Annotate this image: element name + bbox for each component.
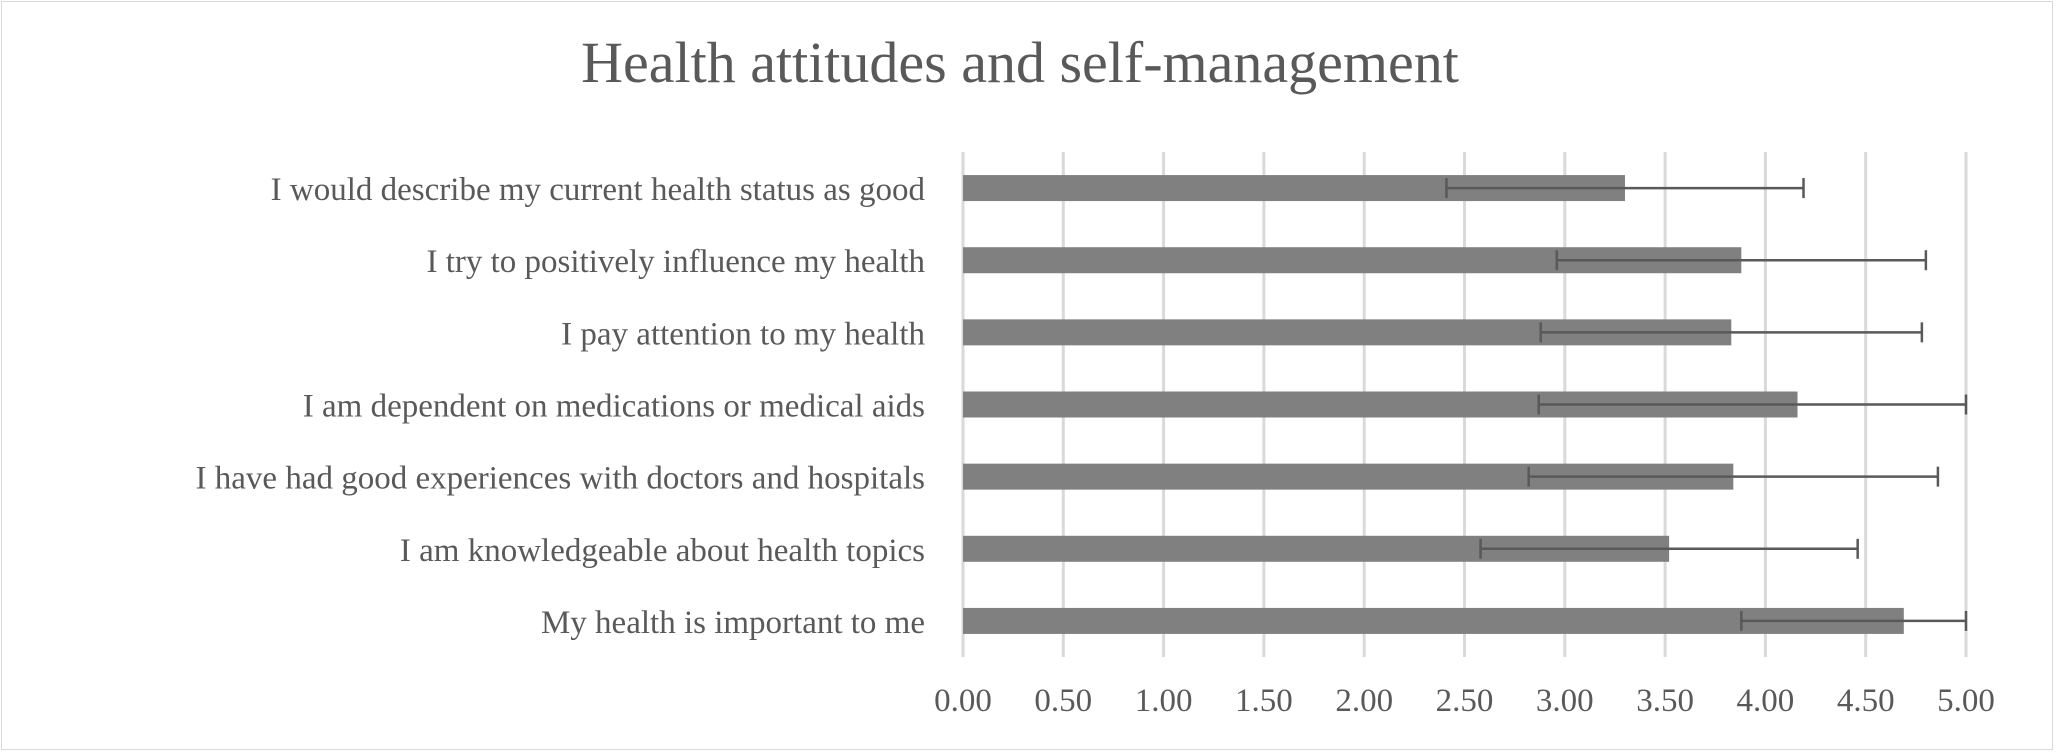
category-label: I am dependent on medications or medical… [303, 389, 925, 425]
error-bar [1445, 178, 1805, 199]
category-label: I would describe my current health statu… [271, 172, 926, 208]
chart-title: Health attitudes and self-management [581, 30, 1459, 95]
x-tick-label: 0.00 [934, 683, 992, 719]
error-bar [1740, 610, 1968, 631]
x-tick-label: 0.50 [1034, 683, 1092, 719]
error-bar [1537, 394, 1968, 415]
error-bar [1539, 322, 1924, 343]
error-bars [1445, 178, 1968, 631]
x-tick-label: 1.50 [1235, 683, 1293, 719]
x-tick-label: 5.00 [1937, 683, 1995, 719]
x-tick-label: 3.50 [1636, 683, 1694, 719]
category-label: I have had good experiences with doctors… [196, 461, 925, 497]
x-tick-label: 2.00 [1335, 683, 1393, 719]
x-tick-label: 3.00 [1536, 683, 1594, 719]
x-tick-label: 2.50 [1436, 683, 1494, 719]
x-tick-label: 4.00 [1737, 683, 1795, 719]
error-bar [1527, 466, 1940, 487]
error-bar [1479, 538, 1859, 559]
category-labels: I would describe my current health statu… [196, 172, 926, 641]
error-bar [1555, 250, 1928, 271]
category-label: My health is important to me [541, 605, 925, 641]
category-label: I am knowledgeable about health topics [400, 533, 925, 569]
x-tick-label: 1.00 [1135, 683, 1193, 719]
x-tick-label: 4.50 [1837, 683, 1895, 719]
x-tick-labels: 0.00 0.50 1.00 1.50 2.00 2.50 3.00 3.50 4.00 4.50… [934, 683, 1995, 719]
category-label: I pay attention to my health [561, 316, 925, 352]
category-label: I try to positively influence my health [426, 244, 925, 280]
